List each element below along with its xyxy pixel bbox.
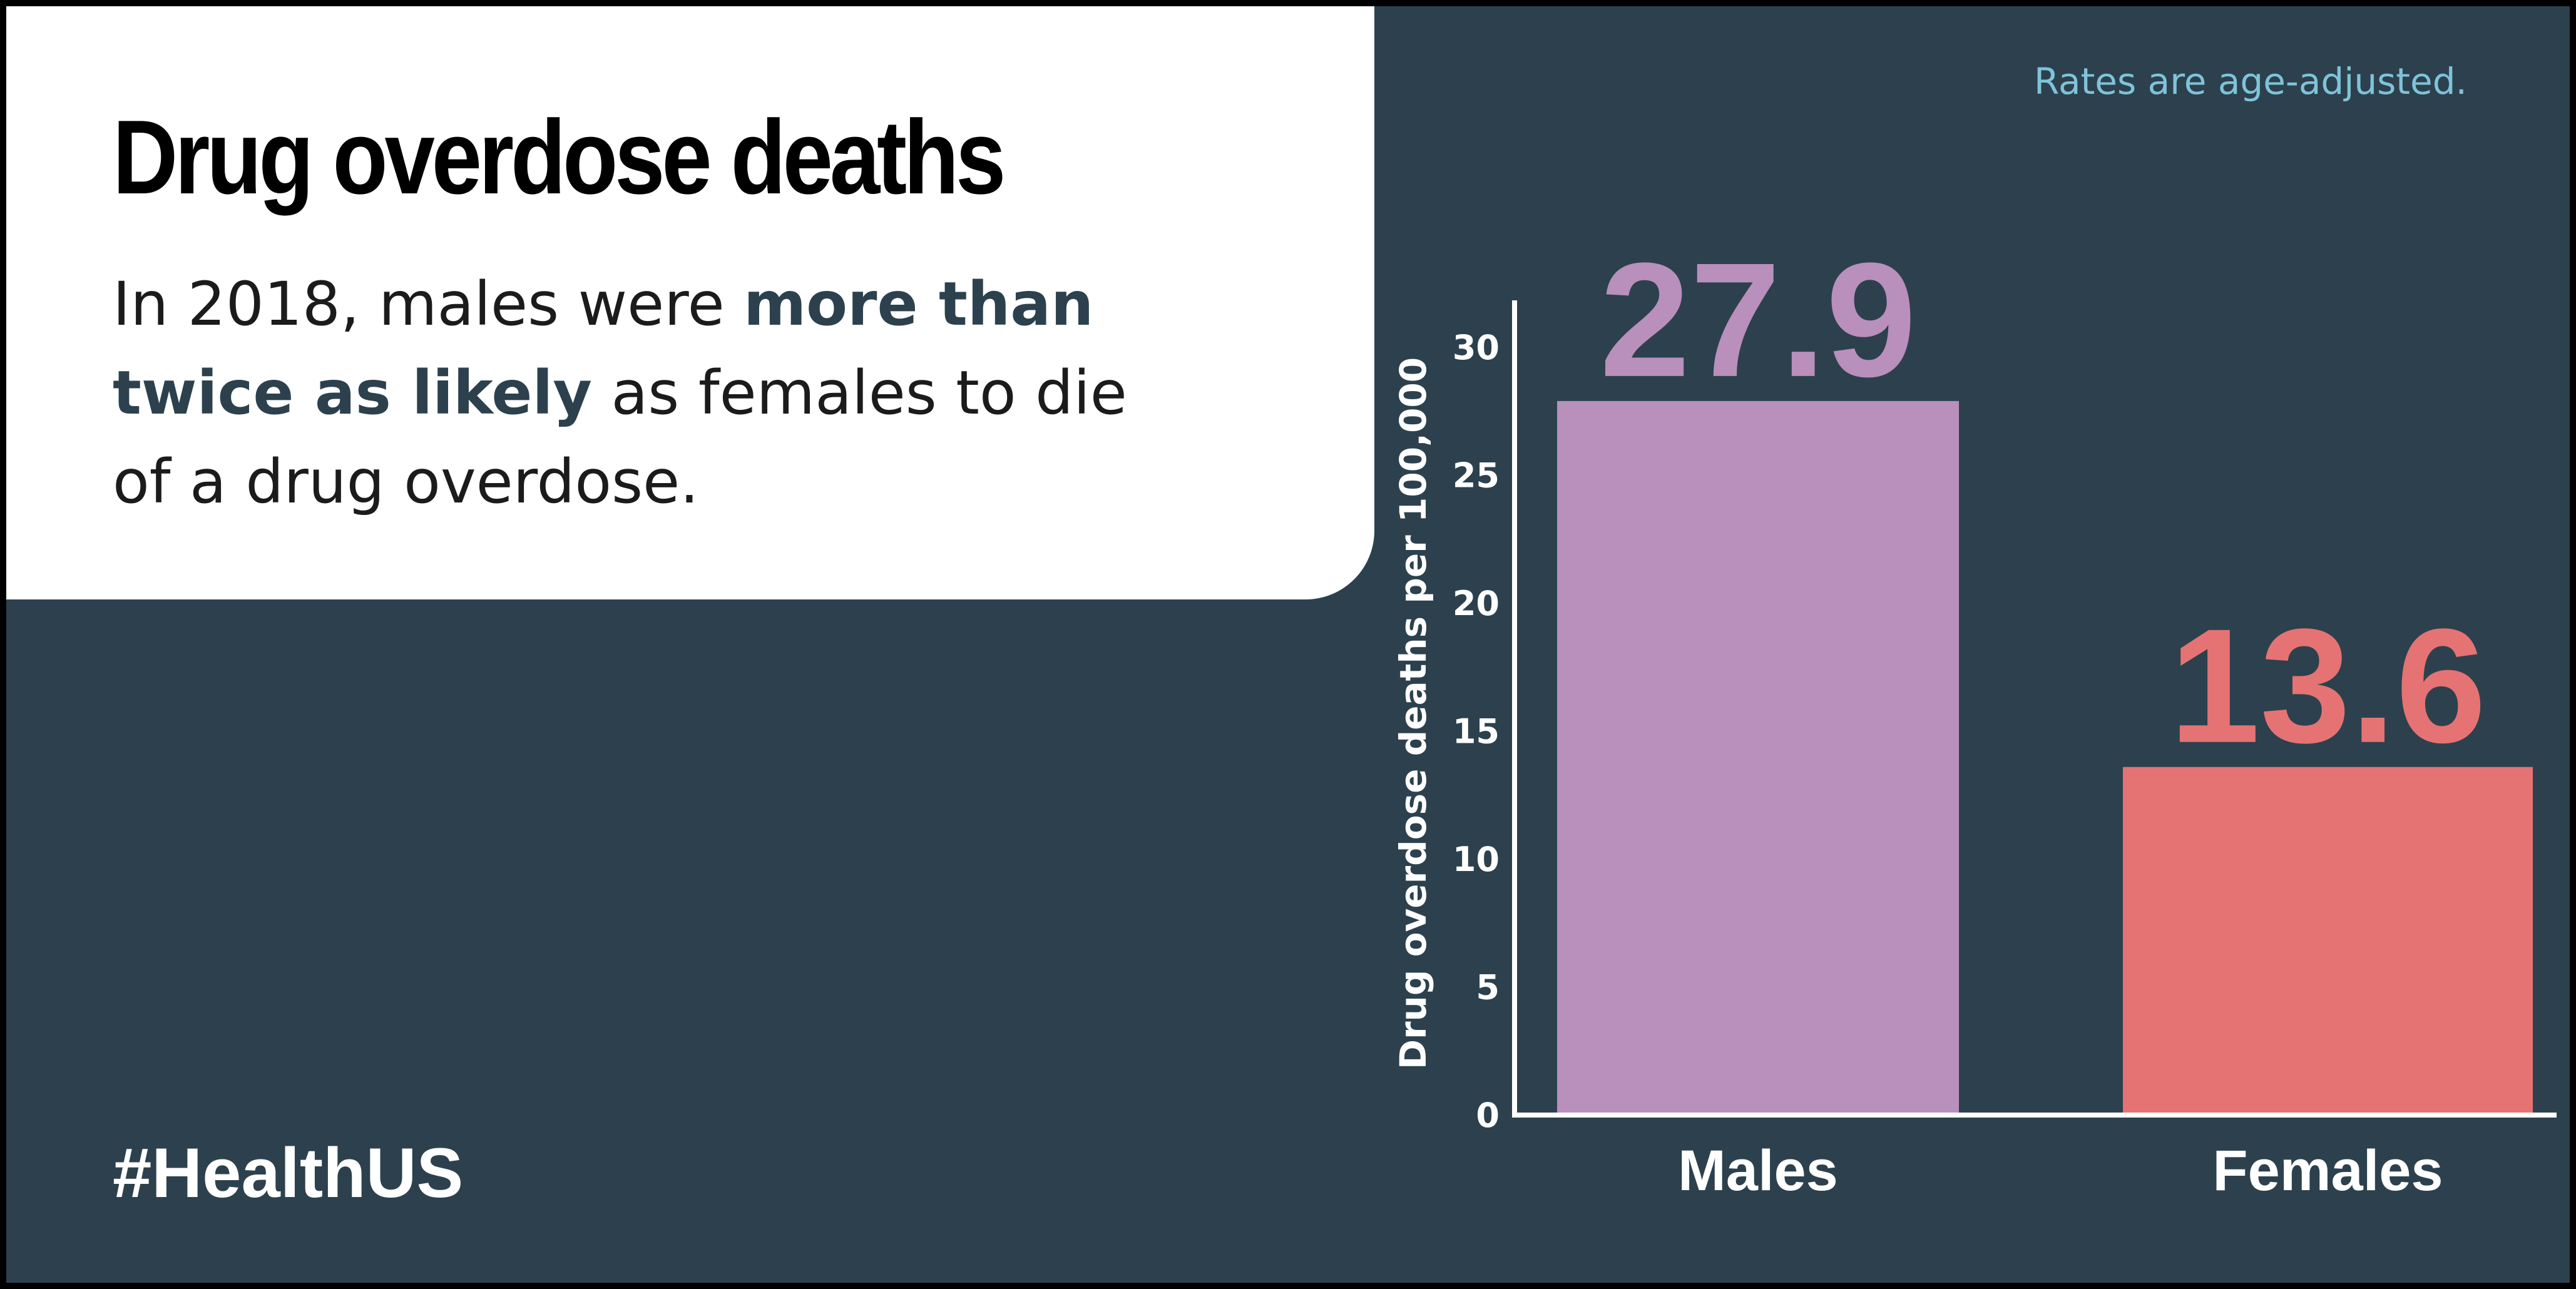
description: In 2018, males were more than twice as l… bbox=[113, 260, 1177, 526]
y-tick-label: 0 bbox=[1476, 1096, 1500, 1135]
y-tick-label: 20 bbox=[1453, 584, 1500, 623]
hashtag: #HealthUS bbox=[113, 1134, 464, 1212]
y-tick-label: 25 bbox=[1453, 456, 1500, 496]
description-text-start: In 2018, males were bbox=[113, 269, 744, 339]
text-card: Drug overdose deaths In 2018, males were… bbox=[6, 6, 1374, 599]
bars bbox=[1557, 400, 2533, 1115]
y-tick-label: 30 bbox=[1453, 328, 1500, 367]
value-label-males: 27.9 bbox=[1600, 230, 1916, 411]
page-title: Drug overdose deaths bbox=[113, 98, 1006, 216]
value-labels: 27.9 13.6 bbox=[1600, 230, 2487, 777]
category-label-females: Females bbox=[2212, 1139, 2443, 1203]
category-labels: Males Females bbox=[1678, 1139, 2443, 1203]
y-tick-label: 5 bbox=[1476, 968, 1500, 1007]
bar-females bbox=[2123, 767, 2533, 1115]
infographic-canvas: Drug overdose deaths In 2018, males were… bbox=[6, 6, 2570, 1283]
y-axis-title: Drug overdose deaths per 100,000 bbox=[1392, 357, 1434, 1069]
description-text-end: as females to die of a drug overdose. bbox=[113, 358, 1127, 517]
age-adjusted-note: Rates are age-adjusted. bbox=[2034, 60, 2467, 103]
y-tick-label: 10 bbox=[1453, 840, 1500, 879]
category-label-males: Males bbox=[1678, 1139, 1838, 1203]
value-label-females: 13.6 bbox=[2169, 596, 2486, 777]
y-axis-ticks: 0 5 10 15 20 25 30 bbox=[1453, 328, 1500, 1135]
description-emphasis: more than twice as likely bbox=[113, 269, 1094, 428]
bar-chart: 0 5 10 15 20 25 30 27.9 13.6 Males Females Drug … bbox=[1392, 230, 2557, 1203]
bar-males bbox=[1557, 400, 1959, 1115]
y-tick-label: 15 bbox=[1453, 712, 1500, 751]
